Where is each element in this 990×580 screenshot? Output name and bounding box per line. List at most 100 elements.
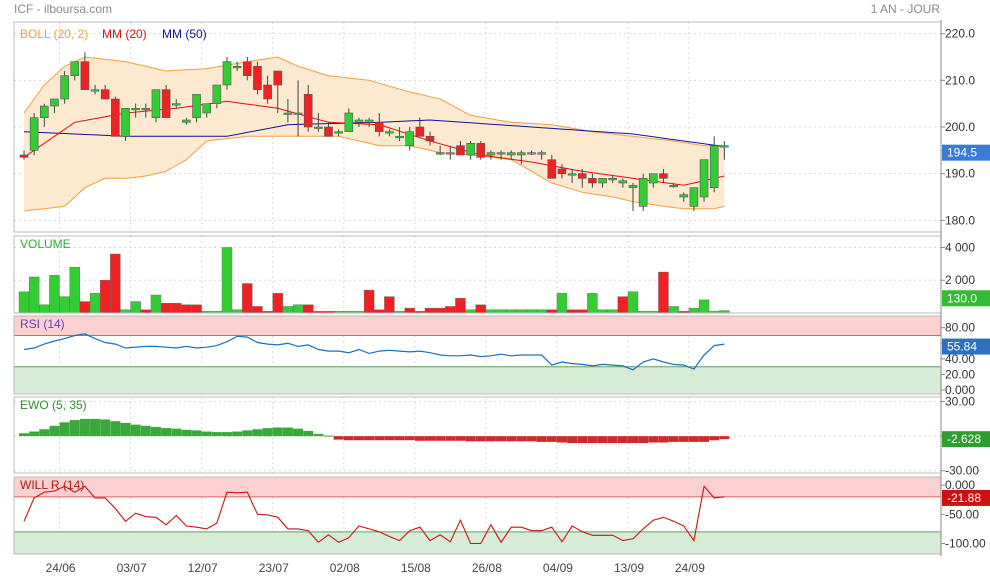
candle-body — [669, 185, 678, 188]
candle-body — [395, 136, 404, 139]
ewo-title: EWO (5, 35) — [20, 398, 87, 412]
x-tick-label: 12/07 — [188, 561, 218, 575]
bollinger-upper-line — [23, 56, 725, 147]
candle-body — [466, 143, 475, 156]
ewo-bar — [658, 436, 669, 443]
ewo-bar — [303, 430, 314, 437]
legend-boll: BOLL (20, 2) — [20, 27, 88, 41]
price-axis-tick-label: 220.0 — [945, 27, 975, 41]
ewo-bar — [526, 436, 537, 442]
ewo-bar — [475, 436, 486, 442]
ewo-axis-tick-label: -30.00 — [945, 464, 979, 478]
candle-body — [547, 159, 557, 179]
ewo-bar — [49, 425, 60, 437]
candle-body — [39, 105, 49, 118]
ewo-bar — [39, 429, 50, 437]
mm20-line — [23, 100, 725, 186]
price-axis-tick-label: 190.0 — [945, 167, 975, 181]
ewo-bar — [232, 431, 243, 437]
rsi-axis-tick-label: 20.00 — [945, 368, 975, 382]
candle-body — [648, 173, 658, 184]
ewo-bar — [150, 426, 161, 437]
ewo-bar — [140, 425, 151, 437]
ewo-bar — [252, 429, 263, 437]
candle-body — [70, 61, 80, 76]
candle-body — [354, 119, 364, 123]
candle-body — [182, 119, 191, 123]
volume-last-value-bg — [942, 290, 990, 307]
volume-bar — [18, 291, 30, 314]
x-tick-label: 15/08 — [401, 561, 431, 575]
ewo-bar — [628, 436, 638, 444]
x-tick-label: 04/09 — [543, 561, 573, 575]
ewo-bar — [445, 436, 456, 441]
ewo-bar — [120, 422, 131, 437]
ewo-bar — [110, 421, 121, 437]
candle-body — [709, 145, 719, 188]
willr-line — [23, 485, 725, 545]
x-tick-label: 24/09 — [675, 561, 705, 575]
price-axis-tick-label: 200.0 — [945, 120, 975, 134]
ewo-bar — [211, 432, 222, 437]
candle-body — [161, 89, 171, 118]
volume-bar — [434, 307, 446, 314]
candle-body — [679, 194, 689, 198]
candle-body — [90, 89, 100, 92]
candle-body — [171, 103, 181, 106]
ewo-bar — [496, 436, 507, 442]
volume-bar — [49, 275, 60, 314]
volume-bar — [252, 306, 263, 314]
volume-bar — [363, 289, 375, 314]
willr-axis-tick-label: -100.00 — [945, 537, 986, 551]
ewo-bar — [313, 433, 324, 437]
candle-body — [364, 119, 374, 123]
volume-bar — [69, 266, 80, 314]
candle-body — [19, 154, 29, 158]
candle-body — [273, 70, 283, 86]
ewo-bar — [353, 436, 364, 441]
volume-bar — [475, 304, 486, 314]
ewo-bar — [293, 428, 304, 437]
candle-body — [100, 89, 110, 100]
candle-body — [131, 108, 140, 111]
volume-bar — [191, 304, 202, 314]
candle-body — [111, 98, 120, 137]
candle-body — [374, 122, 384, 132]
candle-body — [537, 152, 546, 155]
candle-body — [344, 112, 354, 132]
ewo-bar — [333, 436, 344, 440]
willr-last-value-bg — [942, 489, 990, 506]
ewo-bar — [485, 436, 496, 442]
candle-body — [506, 152, 516, 156]
ewo-bar — [404, 436, 415, 441]
volume-bar — [39, 304, 50, 314]
x-tick-label: 02/08 — [330, 561, 360, 575]
volume-bar — [272, 293, 283, 314]
candle-body — [303, 94, 313, 128]
willr-axis-tick-label: -50.00 — [945, 507, 979, 521]
ewo-bar — [567, 436, 578, 444]
candle-body — [517, 152, 526, 156]
ewo-bar — [587, 436, 598, 444]
candle-body — [557, 168, 567, 174]
ewo-bar — [59, 422, 70, 437]
ewo-bar — [719, 436, 730, 440]
ewo-bar — [343, 436, 354, 441]
candle-body — [608, 178, 618, 181]
ewo-last-value: -2.628 — [947, 432, 981, 446]
candle-body — [577, 173, 587, 179]
volume-bar — [28, 276, 40, 314]
ewo-bar — [191, 430, 202, 437]
legend-mm20: MM (20) — [102, 27, 147, 41]
candle-body — [405, 131, 415, 146]
period-label: 1 AN - JOUR — [870, 2, 940, 16]
ewo-last-value-bg — [942, 431, 990, 448]
volume-bar — [587, 293, 598, 314]
volume-bar — [110, 253, 121, 314]
ewo-bar — [546, 436, 557, 442]
ewo-bar — [323, 435, 334, 437]
candle-body — [293, 112, 303, 115]
rsi-overbought-zone — [14, 316, 941, 336]
candle-body — [425, 136, 435, 142]
volume-bar — [242, 283, 253, 314]
